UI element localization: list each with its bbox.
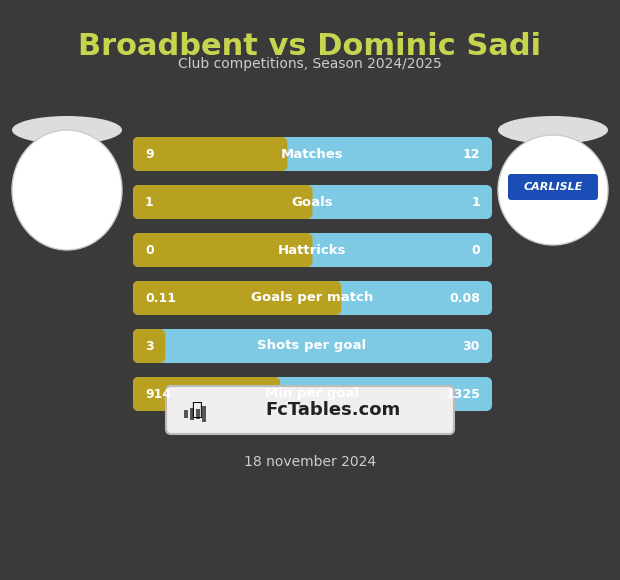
FancyBboxPatch shape xyxy=(133,185,492,219)
Bar xyxy=(184,410,188,418)
Text: Goals: Goals xyxy=(291,195,333,208)
Ellipse shape xyxy=(12,130,122,250)
Text: 0: 0 xyxy=(471,244,480,256)
FancyBboxPatch shape xyxy=(166,386,454,434)
Text: CARLISLE: CARLISLE xyxy=(523,182,583,192)
FancyBboxPatch shape xyxy=(133,377,280,411)
FancyBboxPatch shape xyxy=(133,233,312,267)
Text: 9: 9 xyxy=(145,147,154,161)
Text: 0.08: 0.08 xyxy=(449,292,480,304)
FancyBboxPatch shape xyxy=(133,185,312,219)
Bar xyxy=(196,409,200,419)
Text: Hattricks: Hattricks xyxy=(278,244,346,256)
Text: 30: 30 xyxy=(463,339,480,353)
Text: 📈: 📈 xyxy=(190,401,202,419)
Ellipse shape xyxy=(498,135,608,245)
Text: 1: 1 xyxy=(471,195,480,208)
Text: 12: 12 xyxy=(463,147,480,161)
FancyBboxPatch shape xyxy=(508,174,598,200)
Text: Shots per goal: Shots per goal xyxy=(257,339,366,353)
Text: Club competitions, Season 2024/2025: Club competitions, Season 2024/2025 xyxy=(178,57,442,71)
Bar xyxy=(190,408,194,420)
FancyBboxPatch shape xyxy=(133,281,492,315)
Text: 1: 1 xyxy=(145,195,154,208)
Bar xyxy=(202,406,206,422)
Text: 0: 0 xyxy=(145,244,154,256)
FancyBboxPatch shape xyxy=(133,281,341,315)
Text: 914: 914 xyxy=(145,387,171,401)
FancyBboxPatch shape xyxy=(133,137,288,171)
FancyBboxPatch shape xyxy=(133,137,492,171)
FancyBboxPatch shape xyxy=(133,377,492,411)
Text: Goals per match: Goals per match xyxy=(251,292,373,304)
FancyBboxPatch shape xyxy=(133,329,166,363)
Text: 0.11: 0.11 xyxy=(145,292,176,304)
Text: Matches: Matches xyxy=(281,147,343,161)
Text: 18 november 2024: 18 november 2024 xyxy=(244,455,376,469)
FancyBboxPatch shape xyxy=(133,233,492,267)
Text: FcTables.com: FcTables.com xyxy=(265,401,401,419)
Ellipse shape xyxy=(498,116,608,144)
Ellipse shape xyxy=(12,116,122,144)
Text: Broadbent vs Dominic Sadi: Broadbent vs Dominic Sadi xyxy=(79,32,541,61)
Text: 1325: 1325 xyxy=(445,387,480,401)
Text: 3: 3 xyxy=(145,339,154,353)
Text: Min per goal: Min per goal xyxy=(265,387,359,401)
FancyBboxPatch shape xyxy=(133,329,492,363)
